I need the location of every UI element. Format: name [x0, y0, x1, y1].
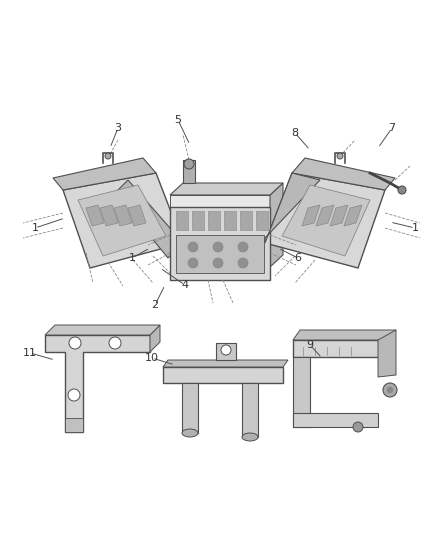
Polygon shape	[100, 205, 118, 226]
Circle shape	[213, 242, 223, 252]
Circle shape	[105, 153, 111, 159]
Text: 2: 2	[152, 300, 159, 310]
Text: 10: 10	[145, 353, 159, 363]
Circle shape	[68, 389, 80, 401]
Circle shape	[398, 186, 406, 194]
Polygon shape	[170, 183, 283, 195]
Text: 6: 6	[294, 253, 301, 263]
Polygon shape	[65, 418, 83, 432]
Polygon shape	[192, 211, 204, 230]
Circle shape	[69, 337, 81, 349]
Polygon shape	[170, 207, 270, 280]
Polygon shape	[163, 360, 288, 367]
Circle shape	[387, 387, 393, 393]
Polygon shape	[316, 205, 334, 226]
Polygon shape	[163, 367, 283, 383]
Text: 1: 1	[128, 253, 135, 263]
Polygon shape	[292, 158, 395, 190]
Polygon shape	[330, 205, 348, 226]
Polygon shape	[270, 183, 283, 267]
Polygon shape	[293, 340, 388, 357]
Polygon shape	[128, 205, 146, 226]
Circle shape	[337, 153, 343, 159]
Text: 1: 1	[32, 223, 39, 233]
Circle shape	[188, 242, 198, 252]
Polygon shape	[45, 335, 150, 432]
Polygon shape	[176, 211, 188, 230]
Polygon shape	[115, 180, 183, 258]
Ellipse shape	[182, 429, 198, 437]
Circle shape	[184, 159, 194, 169]
Text: 9: 9	[307, 340, 314, 350]
Circle shape	[221, 345, 231, 355]
Polygon shape	[240, 211, 252, 230]
Text: 8: 8	[291, 128, 299, 138]
Circle shape	[213, 258, 223, 268]
Polygon shape	[224, 211, 236, 230]
Polygon shape	[265, 173, 320, 243]
Polygon shape	[182, 383, 198, 433]
Polygon shape	[216, 343, 236, 360]
Text: 1: 1	[411, 223, 418, 233]
Polygon shape	[344, 205, 362, 226]
Polygon shape	[150, 325, 160, 352]
Text: 3: 3	[114, 123, 121, 133]
Polygon shape	[183, 160, 195, 183]
Ellipse shape	[242, 433, 258, 441]
Polygon shape	[176, 235, 264, 273]
Circle shape	[383, 383, 397, 397]
Polygon shape	[208, 211, 220, 230]
Polygon shape	[293, 413, 378, 427]
Polygon shape	[45, 325, 160, 335]
Polygon shape	[282, 185, 370, 256]
Polygon shape	[265, 173, 385, 268]
Text: 11: 11	[23, 348, 37, 358]
Polygon shape	[86, 205, 104, 226]
Polygon shape	[293, 357, 310, 427]
Polygon shape	[78, 185, 166, 256]
Circle shape	[188, 258, 198, 268]
Polygon shape	[302, 205, 320, 226]
Polygon shape	[53, 158, 156, 190]
Polygon shape	[242, 383, 258, 437]
Text: 7: 7	[389, 123, 396, 133]
Circle shape	[353, 422, 363, 432]
Text: 5: 5	[174, 115, 181, 125]
Polygon shape	[63, 173, 183, 268]
Polygon shape	[256, 211, 268, 230]
Circle shape	[238, 242, 248, 252]
Circle shape	[238, 258, 248, 268]
Polygon shape	[378, 330, 396, 377]
Text: 4: 4	[181, 280, 189, 290]
Circle shape	[109, 337, 121, 349]
Polygon shape	[293, 330, 396, 340]
Polygon shape	[170, 195, 270, 267]
Polygon shape	[114, 205, 132, 226]
